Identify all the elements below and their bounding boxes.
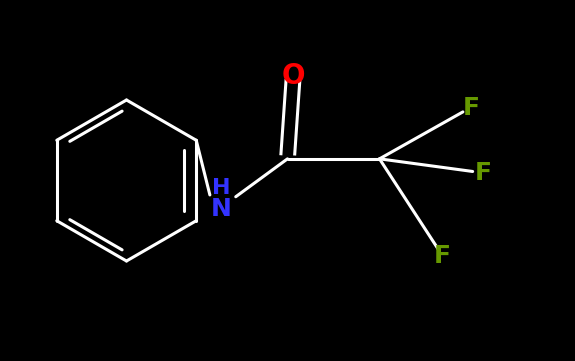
Text: H: H — [212, 178, 231, 198]
Text: O: O — [282, 62, 305, 90]
Text: F: F — [474, 161, 492, 185]
Text: N: N — [211, 197, 232, 221]
Text: F: F — [463, 96, 480, 120]
Text: F: F — [434, 244, 451, 268]
